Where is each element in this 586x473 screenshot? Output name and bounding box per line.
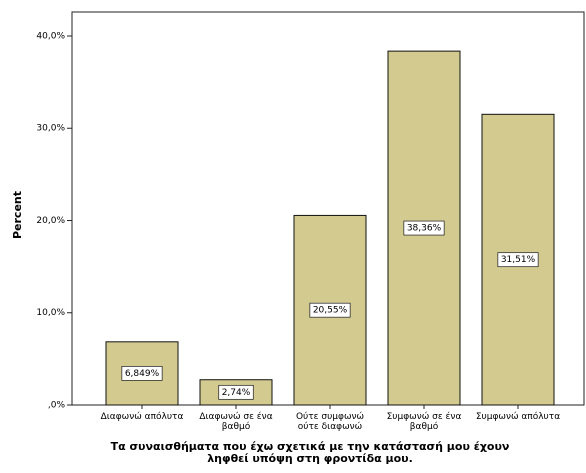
value-label-box (121, 366, 163, 381)
value-label-box (497, 252, 539, 268)
value-label: 6,849% (125, 369, 160, 379)
value-label-box (403, 220, 445, 236)
y-tick-label: 20,0% (36, 216, 65, 226)
y-tick-label: 10,0% (36, 308, 65, 318)
x-tick-label: Διαφωνώ απόλυτα (100, 412, 184, 422)
x-tick-label: Συμφωνώ απόλυτα (475, 412, 561, 422)
x-tick-label: Συμφωνώ σε ένα βαθμό (386, 412, 462, 432)
x-tick-label: Διαφωνώ σε ένα βαθμό (199, 412, 273, 432)
value-label: 20,55% (313, 306, 348, 316)
y-tick-label: 30,0% (36, 124, 65, 134)
x-tick-label: Ούτε συμφωνώ ούτε διαφωνώ (295, 412, 365, 432)
x-axis-title: Τα συναισθήματα που έχω σχετικά με την κ… (110, 440, 510, 465)
value-label-box (218, 384, 254, 400)
value-label: 2,74% (222, 388, 251, 398)
y-tick-label: 40,0% (36, 31, 65, 41)
value-label: 31,51% (501, 255, 536, 265)
value-label: 38,36% (407, 224, 442, 234)
value-label-box (309, 302, 351, 318)
y-axis-title: Percent (11, 191, 24, 239)
y-tick-label: ,0% (48, 401, 66, 411)
